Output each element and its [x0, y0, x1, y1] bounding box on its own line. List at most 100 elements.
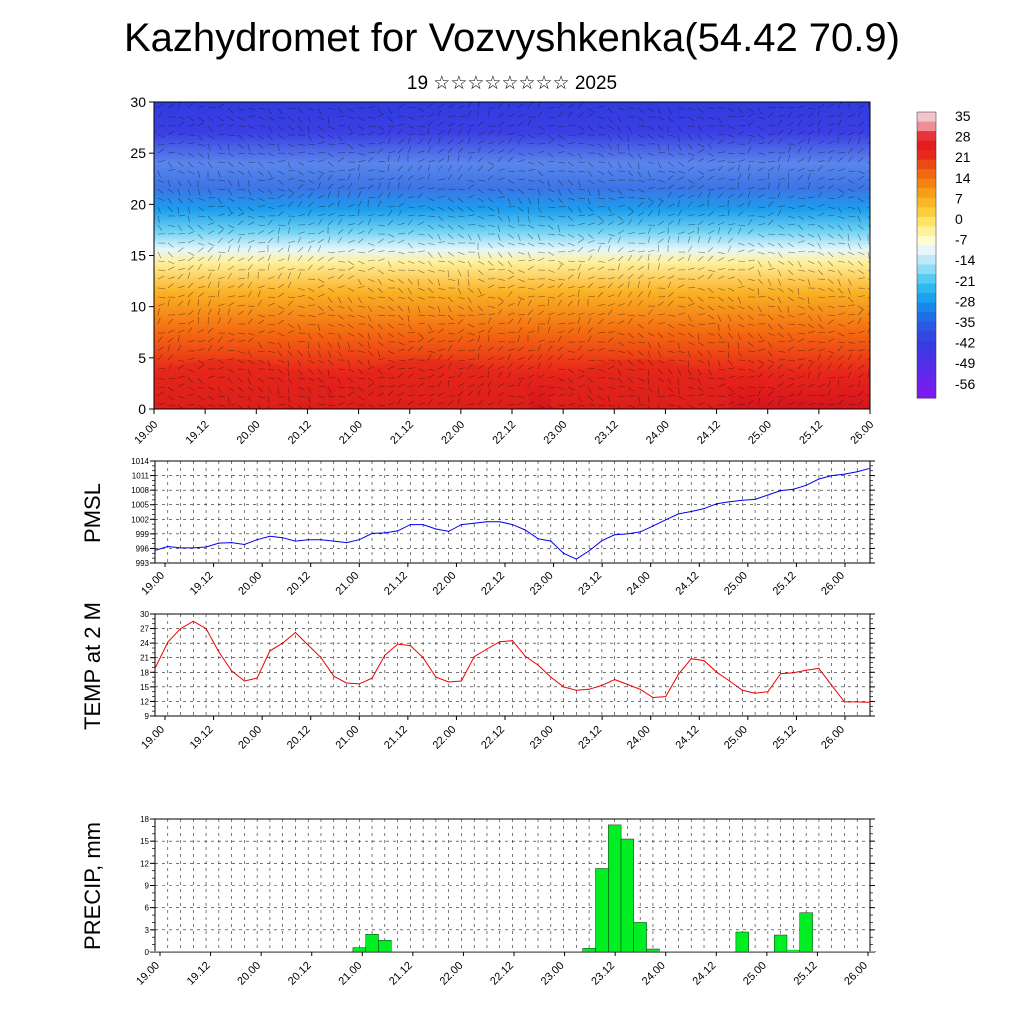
- y-tick-label: 0: [138, 401, 146, 417]
- data-point: [614, 534, 616, 536]
- precip-bar: [301, 951, 315, 952]
- x-tick-label: 24.00: [640, 960, 668, 988]
- x-tick-label: 23.00: [528, 724, 556, 752]
- y-tick-label: 3: [145, 926, 150, 935]
- colorbar-label: -49: [955, 355, 975, 371]
- colorbar-label: -35: [955, 314, 975, 330]
- grid: [154, 613, 871, 717]
- warm-pocket: [154, 359, 330, 409]
- colorbar-swatch: [917, 302, 936, 313]
- x-tick-label: 25.12: [792, 960, 820, 988]
- colorbar-frame: [916, 111, 937, 399]
- x-tick-label: 19.12: [188, 724, 216, 752]
- colorbar-swatch: [917, 283, 936, 294]
- precip-bar: [467, 951, 481, 952]
- colorbar-label: -42: [955, 335, 975, 351]
- x-tick-label: 23.12: [576, 724, 604, 752]
- y-axis-label: PMSL: [80, 483, 105, 543]
- panel-frame: [154, 613, 871, 717]
- data-point: [473, 656, 475, 658]
- data-point: [805, 484, 807, 486]
- data-point: [243, 543, 245, 546]
- data-point: [269, 650, 271, 652]
- precip-bar: [493, 951, 507, 952]
- y-tick-label: 1014: [131, 457, 149, 466]
- data-point: [167, 641, 169, 643]
- y-tick-label: 21: [140, 654, 149, 663]
- precip-bar: [595, 868, 609, 953]
- y-tick-label: 18: [140, 815, 149, 824]
- y-tick-label: 15: [140, 837, 149, 846]
- x-tick-label: 23.12: [589, 960, 617, 988]
- data-point: [792, 672, 795, 674]
- precip-bar: [225, 951, 238, 952]
- precip-bar: [620, 838, 635, 953]
- x-tick-label: 20.00: [236, 724, 264, 752]
- data-point: [856, 471, 858, 473]
- x-tick-label: 23.12: [593, 419, 621, 447]
- pmsl-panel: 993 996 999 1002 1005 1008 1011 1014 PMSL 19.00 19…: [80, 457, 875, 598]
- x-tick-label: 21.00: [336, 960, 364, 988]
- colorbar-swatch: [917, 197, 936, 208]
- page-subtitle: 19 ☆☆☆☆☆☆☆☆ 2025: [406, 73, 618, 94]
- x-tick-label: 21.00: [333, 570, 361, 598]
- temp-panel: 9 12 15 18 21 24 27 30 TEMP at 2 M 19.00 19.12 20.0…: [80, 602, 875, 752]
- colorbar-label: 28: [955, 129, 971, 145]
- x-tick-label: 22.12: [479, 570, 507, 598]
- x-tick-label: 19.00: [139, 724, 167, 752]
- data-point: [511, 524, 514, 526]
- series-line: [154, 620, 871, 703]
- data-point: [192, 547, 194, 549]
- x-tick-label: 26.00: [842, 960, 870, 988]
- data-point: [780, 673, 782, 675]
- y-tick-label: 15: [130, 248, 146, 264]
- y-tick-label: 9: [145, 882, 150, 891]
- colorbar-label: -28: [955, 293, 975, 309]
- y-tick-label: 999: [136, 530, 150, 539]
- data-point: [218, 542, 220, 544]
- colorbar-swatch: [917, 264, 936, 275]
- y-tick-label: 27: [140, 625, 149, 634]
- y-tick-label: 25: [130, 145, 146, 161]
- data-point: [716, 503, 718, 505]
- data-point: [831, 684, 833, 687]
- data-point: [384, 654, 386, 656]
- data-point: [409, 645, 411, 647]
- data-point: [665, 519, 667, 521]
- y-tick-label: 5: [138, 350, 146, 366]
- data-point: [614, 679, 616, 681]
- colorbar-swatch: [917, 321, 936, 332]
- data-point: [256, 539, 258, 541]
- precip-bar: [352, 947, 366, 953]
- precip-bar: [672, 951, 685, 952]
- panel-frame: [154, 460, 871, 564]
- x-tick-label: 21.12: [382, 570, 410, 598]
- x-tick-label: 19.12: [185, 960, 213, 988]
- precip-bar: [429, 951, 443, 952]
- data-point: [205, 546, 207, 548]
- precip-bar: [710, 951, 724, 952]
- precip-bar: [404, 951, 417, 952]
- data-point: [767, 691, 769, 693]
- data-point: [422, 657, 424, 659]
- data-point: [409, 524, 411, 526]
- data-point: [499, 641, 501, 643]
- x-tick-label: 24.00: [644, 419, 672, 447]
- data-point: [256, 677, 258, 679]
- precip-bar: [174, 951, 187, 952]
- data-point: [511, 640, 514, 642]
- precip-bar: [850, 951, 864, 952]
- x-tick-label: 24.00: [625, 570, 653, 598]
- data-point: [358, 683, 360, 685]
- x-tick-label: 22.12: [490, 419, 518, 447]
- x-tick-label: 21.12: [382, 724, 410, 752]
- data-point: [307, 539, 309, 541]
- data-point: [869, 701, 871, 704]
- colorbar-swatch: [917, 131, 936, 142]
- x-tick-label: 22.00: [439, 419, 467, 447]
- data-point: [729, 501, 731, 503]
- y-tick-label: 12: [140, 859, 149, 868]
- y-axis-label: TEMP at 2 M: [80, 602, 105, 730]
- data-point: [397, 530, 399, 532]
